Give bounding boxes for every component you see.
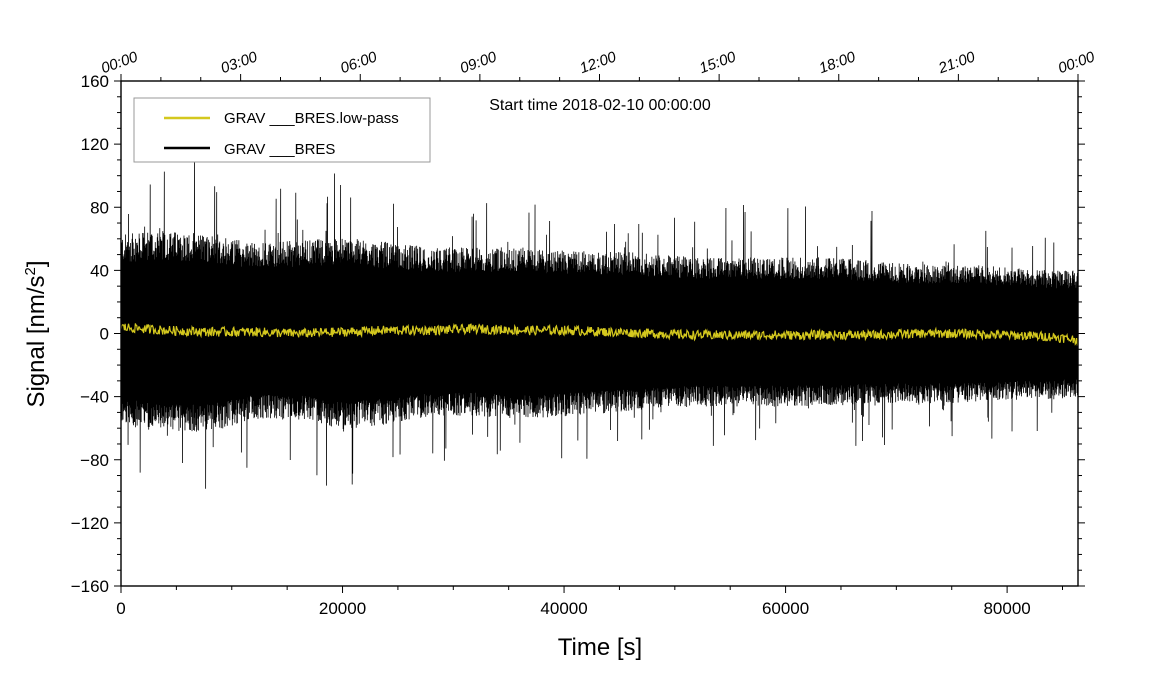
top-time-label: 06:00: [338, 48, 380, 77]
y-axis-title: Signal [nm/s2]: [22, 260, 50, 407]
top-time-label: 21:00: [935, 48, 978, 77]
y-tick-label: 80: [90, 198, 109, 217]
top-time-label: 03:00: [219, 48, 261, 77]
top-time-label: 12:00: [577, 48, 619, 77]
legend-box: [133, 97, 431, 163]
y-tick-label: −120: [71, 514, 109, 533]
top-time-label: 15:00: [697, 48, 739, 77]
top-time-label: 18:00: [817, 48, 859, 77]
y-axis-title-close: ]: [23, 260, 50, 267]
legend: GRAV ___BRES.low-pass GRAV ___BRES: [133, 97, 431, 163]
x-tick-label: 40000: [540, 599, 587, 618]
annotation-start-time: Start time 2018-02-10 00:00:00: [489, 97, 711, 114]
y-tick-label: 40: [90, 261, 109, 280]
y-axis-title-sup: 2: [22, 267, 39, 275]
top-time-label: 00:00: [99, 48, 141, 77]
x-tick-label: 20000: [319, 599, 366, 618]
y-tick-label: 160: [81, 72, 109, 91]
x-axis-title: Time [s]: [558, 634, 642, 661]
plot-area: [120, 153, 1079, 489]
y-axis-title-main: Signal [nm/s: [23, 275, 50, 407]
top-time-label: 00:00: [1056, 48, 1098, 77]
legend-label-low-pass: GRAV ___BRES.low-pass: [224, 110, 399, 127]
series-line-low-pass: [120, 322, 1079, 347]
y-tick-label: −160: [71, 577, 109, 596]
x-tick-label: 80000: [983, 599, 1030, 618]
y-tick-label: −40: [80, 388, 109, 407]
series-line-raw: [120, 153, 1079, 489]
x-tick-label: 60000: [762, 599, 809, 618]
y-tick-label: 120: [81, 135, 109, 154]
x-tick-label: 0: [116, 599, 125, 618]
y-tick-label: −80: [80, 451, 109, 470]
top-time-label: 09:00: [458, 48, 500, 77]
y-tick-label: 0: [100, 325, 109, 344]
legend-label-raw: GRAV ___BRES: [224, 141, 335, 158]
